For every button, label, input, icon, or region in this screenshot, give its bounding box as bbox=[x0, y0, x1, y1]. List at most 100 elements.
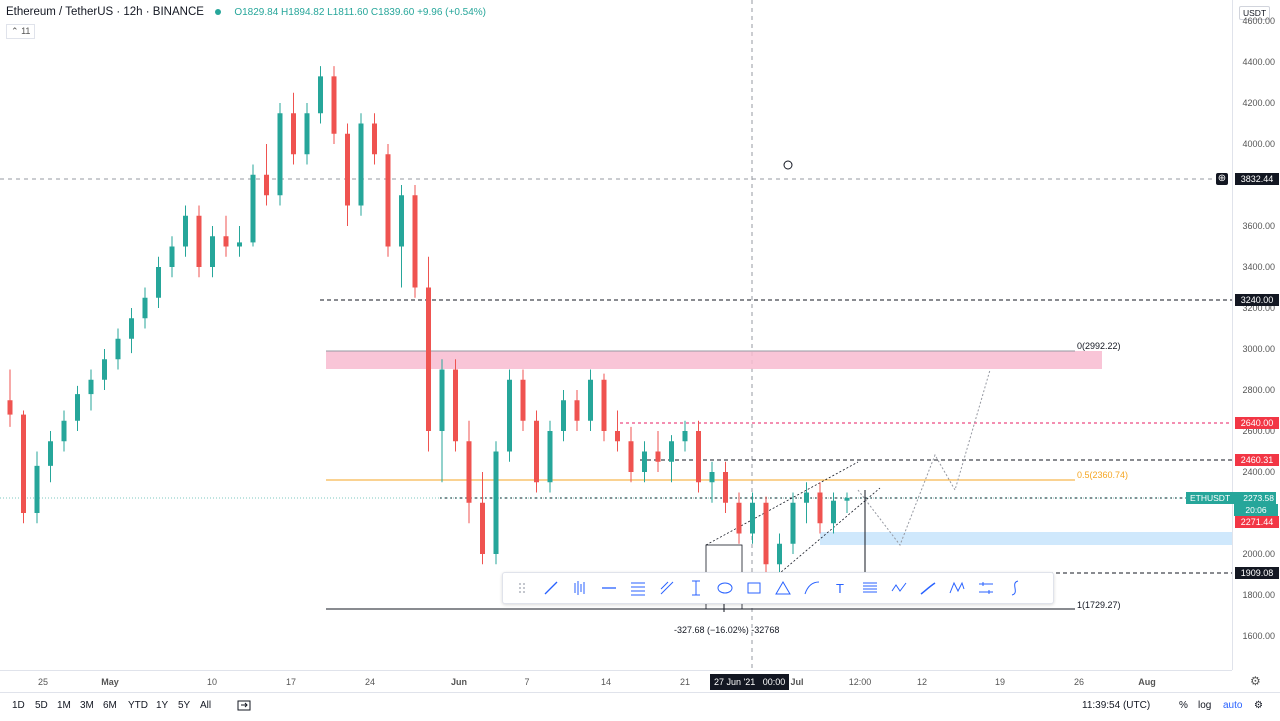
candle-body bbox=[291, 113, 296, 155]
horizontal-line-icon[interactable] bbox=[594, 575, 623, 601]
time-axis[interactable]: 25 May 10 17 24 Jun 7 14 21 Jul 12:00 12 19 26 Aug 27 … bbox=[0, 670, 1261, 693]
cursor-icon bbox=[783, 160, 793, 170]
triangle-icon[interactable] bbox=[768, 575, 797, 601]
time-tick: 19 bbox=[994, 677, 1006, 687]
candle-body bbox=[574, 400, 580, 421]
chevron-up-icon: ⌃ bbox=[11, 26, 19, 36]
range-3m[interactable]: 3M bbox=[80, 700, 94, 711]
candle-body bbox=[696, 431, 701, 483]
price-tick: 2400.00 bbox=[1242, 467, 1275, 477]
fib-label-top: 0(2992.22) bbox=[1077, 341, 1121, 351]
candle-body bbox=[669, 441, 674, 462]
candlestick-chart[interactable] bbox=[0, 0, 1232, 670]
ruler-icon[interactable] bbox=[971, 575, 1000, 601]
candle-countdown: 20:06 bbox=[1234, 504, 1278, 516]
curve-icon[interactable] bbox=[797, 575, 826, 601]
auto-toggle[interactable]: auto bbox=[1223, 700, 1243, 711]
chart-pane[interactable]: Ethereum / TetherUS · 12h · BINANCE O182… bbox=[0, 0, 1232, 670]
candle-body bbox=[318, 76, 323, 114]
candle-body bbox=[34, 465, 40, 513]
trend-line-icon[interactable] bbox=[536, 575, 565, 601]
measure-label: -327.68 (−16.02%) -32768 bbox=[674, 625, 780, 635]
time-tick: 17 bbox=[285, 677, 297, 687]
level-label-2460: 2460.31 bbox=[1235, 454, 1279, 466]
crosshair-plus-icon[interactable]: ⊕ bbox=[1216, 173, 1228, 185]
candle-body bbox=[183, 215, 188, 247]
candle-body bbox=[763, 502, 769, 565]
price-tick: 3600.00 bbox=[1242, 221, 1275, 231]
candle-body bbox=[723, 472, 728, 503]
candle-body bbox=[345, 133, 350, 206]
range-5y[interactable]: 5Y bbox=[178, 700, 191, 711]
price-tick: 4400.00 bbox=[1242, 57, 1275, 67]
range-all[interactable]: All bbox=[200, 700, 212, 711]
range-6m[interactable]: 6M bbox=[103, 700, 117, 711]
indicator-toggle[interactable]: ⌃ 11 bbox=[6, 24, 36, 39]
price-axis[interactable]: USDT 4600.00 4400.00 4200.00 4000.00 3600.00… bbox=[1232, 0, 1280, 670]
candle-body bbox=[385, 154, 391, 247]
range-5d[interactable]: 5D bbox=[35, 700, 48, 711]
fib-label-mid: 0.5(2360.74) bbox=[1077, 470, 1129, 480]
candle-body bbox=[750, 502, 755, 534]
measure-icon[interactable] bbox=[681, 575, 710, 601]
wedge-upper bbox=[705, 461, 859, 546]
range-1m[interactable]: 1M bbox=[57, 700, 71, 711]
range-1d[interactable]: 1D bbox=[12, 700, 25, 711]
drawing-toolbar[interactable]: T bbox=[502, 572, 1054, 604]
date-range-icon[interactable] bbox=[237, 698, 251, 715]
symbol-title[interactable]: Ethereum / TetherUS · 12h · BINANCE bbox=[6, 6, 204, 18]
level-label-2271: 2271.44 bbox=[1235, 516, 1279, 528]
time-tick: Aug bbox=[1138, 677, 1156, 687]
ellipse-icon[interactable] bbox=[710, 575, 739, 601]
currency-badge[interactable]: USDT bbox=[1239, 6, 1271, 20]
channel-icon[interactable] bbox=[623, 575, 652, 601]
candle-body bbox=[61, 420, 67, 442]
brush-icon[interactable] bbox=[913, 575, 942, 601]
drag-handle-icon[interactable] bbox=[507, 575, 536, 601]
candle-body bbox=[21, 414, 26, 513]
candle-body bbox=[736, 502, 742, 534]
candle-body bbox=[466, 441, 472, 503]
candle-body bbox=[223, 236, 229, 247]
log-toggle[interactable]: log bbox=[1198, 700, 1212, 711]
market-status-icon bbox=[215, 8, 222, 15]
ohlc-values: O1829.84 H1894.82 L1811.60 C1839.60 +9.9… bbox=[234, 7, 487, 18]
chart-settings-icon[interactable]: ⚙ bbox=[1250, 674, 1261, 688]
path-icon[interactable] bbox=[884, 575, 913, 601]
percent-toggle[interactable]: % bbox=[1179, 700, 1188, 711]
candle-body bbox=[331, 76, 337, 134]
s-curve-icon[interactable] bbox=[1000, 575, 1029, 601]
bottom-toolbar[interactable]: 1D 5D 1M 3M 6M YTD 1Y 5Y All 11:39:54 (U… bbox=[0, 692, 1280, 721]
time-tick: 14 bbox=[600, 677, 612, 687]
price-tick: 3400.00 bbox=[1242, 262, 1275, 272]
price-tick: 4000.00 bbox=[1242, 139, 1275, 149]
text-icon[interactable]: T bbox=[826, 575, 855, 601]
fib-icon[interactable] bbox=[855, 575, 884, 601]
candle-body bbox=[156, 267, 161, 298]
rectangle-icon[interactable] bbox=[739, 575, 768, 601]
time-tick: May bbox=[101, 677, 119, 687]
candle-body bbox=[682, 431, 688, 442]
candle-body bbox=[237, 242, 242, 247]
candle-body bbox=[601, 379, 607, 431]
candle-body bbox=[453, 369, 458, 442]
candle-body bbox=[507, 379, 512, 452]
clock-display[interactable]: 11:39:54 (UTC) bbox=[1082, 700, 1151, 711]
candle-body bbox=[142, 297, 148, 319]
candle-body bbox=[129, 318, 134, 339]
candle-body bbox=[399, 195, 404, 247]
candle-body bbox=[561, 400, 566, 431]
time-tick: 7 bbox=[524, 677, 530, 687]
candle-body bbox=[196, 215, 202, 267]
range-1y[interactable]: 1Y bbox=[156, 700, 169, 711]
candle-body bbox=[48, 441, 53, 466]
settings-icon[interactable]: ⚙ bbox=[1254, 700, 1263, 711]
range-ytd[interactable]: YTD bbox=[128, 700, 148, 711]
xabcd-icon[interactable] bbox=[942, 575, 971, 601]
candle-body bbox=[588, 379, 593, 421]
bar-pattern-icon[interactable] bbox=[565, 575, 594, 601]
symbol-legend[interactable]: Ethereum / TetherUS · 12h · BINANCE O182… bbox=[6, 6, 486, 18]
pitchfork-icon[interactable] bbox=[652, 575, 681, 601]
candle-body bbox=[115, 338, 121, 360]
candle-body bbox=[655, 451, 661, 462]
